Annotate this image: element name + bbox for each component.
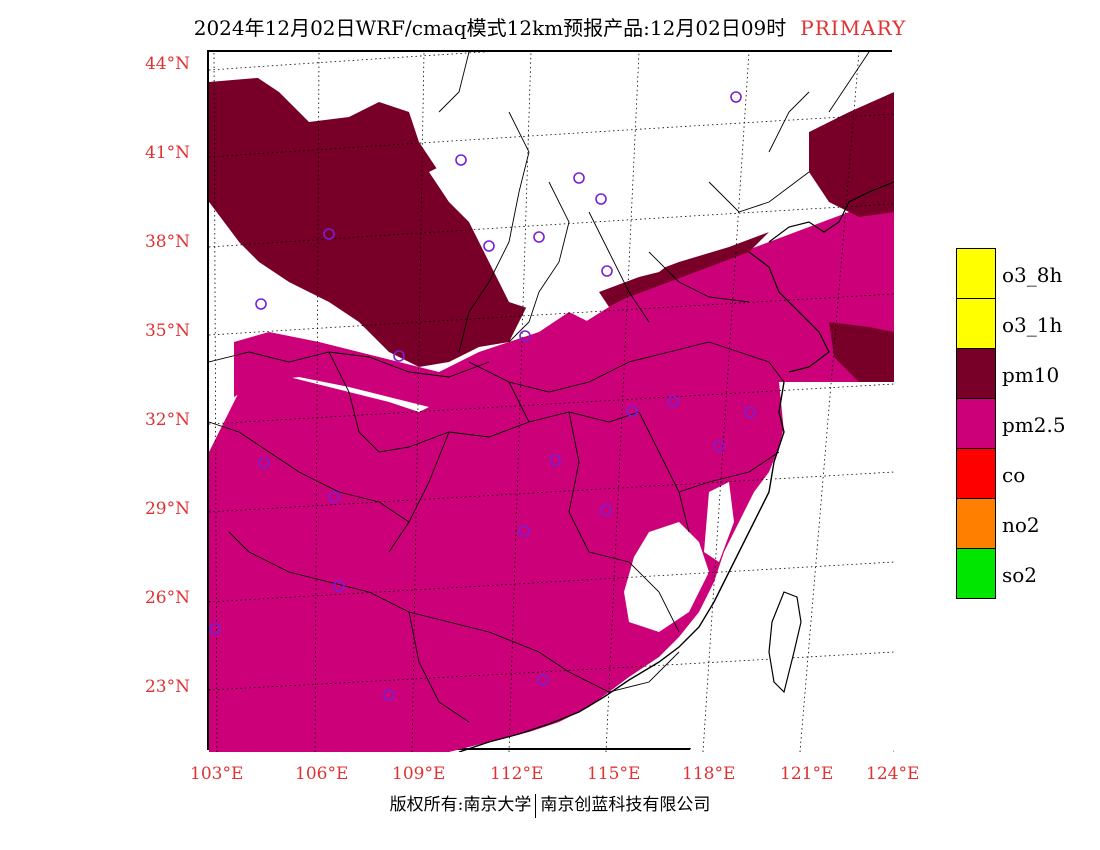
station-marker: [626, 405, 638, 417]
station-markers: [209, 91, 756, 701]
lon-label-124: 124°E: [866, 764, 920, 784]
station-marker: [455, 154, 467, 166]
coastline-north: [768, 181, 894, 243]
lat-label-32: 32°N: [144, 410, 190, 430]
pm25-region-west: [234, 312, 589, 407]
station-marker: [667, 395, 679, 407]
province-boundaries: [209, 52, 870, 723]
clean-area-northwest-top: [209, 52, 894, 132]
footer-separator: [535, 793, 537, 818]
legend-swatch-o3-8h: [956, 248, 996, 299]
station-marker: [328, 491, 340, 503]
legend-label-o3-1h: o3_1h: [1002, 313, 1063, 337]
lat-label-29: 29°N: [144, 499, 190, 519]
station-marker: [744, 406, 756, 418]
legend-swatch-pm10: [956, 348, 996, 399]
station-marker: [730, 91, 742, 103]
station-marker: [483, 240, 495, 252]
station-marker: [537, 674, 549, 686]
legend-label-pm25: pm2.5: [1002, 413, 1066, 437]
title-main: 2024年12月02日WRF/cmaq模式12km预报产品:12月02日09时: [193, 16, 787, 40]
station-marker: [573, 172, 585, 184]
lon-label-103: 103°E: [190, 764, 244, 784]
pm10-region-northeast: [809, 92, 894, 217]
lon-label-115: 115°E: [587, 764, 641, 784]
lat-label-23: 23°N: [144, 677, 190, 697]
graticule-lines: [209, 52, 894, 752]
map-title: 2024年12月02日WRF/cmaq模式12km预报产品:12月02日09时 P…: [0, 12, 1100, 41]
legend-label-pm10: pm10: [1002, 363, 1060, 387]
station-marker: [518, 525, 530, 537]
station-marker: [601, 265, 613, 277]
footer-left: 版权所有:南京大学: [389, 795, 532, 815]
station-marker: [533, 231, 545, 243]
clean-area-southeast: [704, 482, 734, 562]
station-marker: [258, 457, 270, 469]
clean-area-west: [209, 202, 239, 392]
lat-label-38: 38°N: [144, 232, 190, 252]
station-marker: [600, 504, 612, 516]
forecast-map: [207, 50, 894, 752]
station-marker: [333, 580, 345, 592]
lon-label-106: 106°E: [295, 764, 349, 784]
lat-label-26: 26°N: [144, 588, 190, 608]
lon-label-109: 109°E: [392, 764, 446, 784]
lon-label-112: 112°E: [490, 764, 544, 784]
title-pollutant-type: PRIMARY: [800, 16, 907, 40]
station-marker: [209, 623, 221, 635]
pm10-region-shandong: [599, 232, 769, 307]
pm10-region-north: [209, 72, 529, 367]
map-canvas: [209, 52, 894, 752]
legend-label-o3-8h: o3_8h: [1002, 263, 1063, 287]
legend-swatch-so2: [956, 548, 996, 599]
legend-label-no2: no2: [1002, 513, 1040, 537]
station-marker: [255, 298, 267, 310]
coastline: [458, 381, 785, 752]
legend-swatch-o3-1h: [956, 298, 996, 349]
station-marker: [383, 689, 395, 701]
lat-label-35: 35°N: [144, 321, 190, 341]
legend-label-co: co: [1002, 463, 1026, 487]
clean-area-north-china: [429, 152, 679, 312]
pm25-region: [209, 202, 894, 752]
clean-area-ocean: [689, 382, 894, 752]
pollutant-legend: [956, 248, 996, 599]
coastline-bohai: [748, 251, 830, 373]
station-marker: [549, 454, 561, 466]
lat-label-44: 44°N: [144, 54, 190, 74]
lon-label-118: 118°E: [682, 764, 736, 784]
clean-area-hebei: [509, 102, 809, 252]
lat-label-41: 41°N: [144, 143, 190, 163]
legend-label-so2: so2: [1002, 563, 1038, 587]
pm10-region-east: [829, 322, 894, 382]
lon-label-121: 121°E: [780, 764, 834, 784]
legend-swatch-co: [956, 448, 996, 499]
station-marker: [519, 330, 531, 342]
copyright-footer: 版权所有:南京大学 南京创蓝科技有限公司: [0, 790, 1100, 818]
footer-right: 南京创蓝科技有限公司: [540, 795, 711, 815]
station-marker: [393, 350, 405, 362]
station-marker: [323, 228, 335, 240]
station-marker: [713, 440, 725, 452]
legend-swatch-pm25: [956, 398, 996, 449]
clean-area-south: [624, 522, 709, 632]
legend-swatch-no2: [956, 498, 996, 549]
taiwan-island: [768, 591, 802, 694]
station-marker: [595, 193, 607, 205]
